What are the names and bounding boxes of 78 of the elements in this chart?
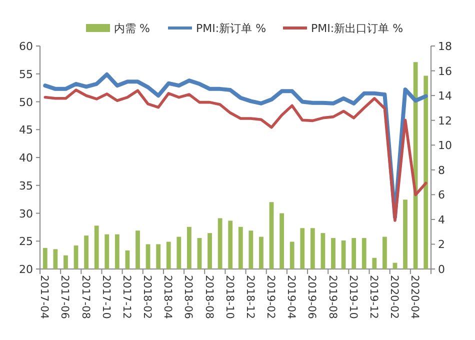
y-tick-label: 35 xyxy=(19,179,33,192)
y-tick-label: 20 xyxy=(19,263,33,276)
x-tick-label: 2017-06 xyxy=(58,275,71,320)
bar xyxy=(310,228,315,269)
y2-tick-label: 10 xyxy=(438,139,452,152)
bar xyxy=(290,242,294,269)
y2-tick-label: 14 xyxy=(438,90,452,103)
bar xyxy=(228,220,233,269)
bar xyxy=(382,236,387,269)
bar xyxy=(280,213,284,269)
bar xyxy=(259,236,264,269)
legend-label: PMI:新订单 % xyxy=(196,22,266,35)
y2-tick-label: 8 xyxy=(438,164,445,177)
bar xyxy=(146,244,150,269)
x-tick-label: 2018-02 xyxy=(141,275,154,319)
x-tick-label: 2018-06 xyxy=(182,275,194,320)
x-tick-label: 2019-02 xyxy=(264,275,277,319)
bar xyxy=(269,202,274,269)
bar xyxy=(413,62,418,269)
x-tick-label: 2018-10 xyxy=(223,275,236,319)
bar xyxy=(238,226,243,269)
y2-tick-label: 4 xyxy=(438,213,445,226)
bar xyxy=(352,238,356,269)
bar xyxy=(53,249,58,269)
y-tick-label: 25 xyxy=(19,235,33,248)
bar xyxy=(320,233,326,269)
bar xyxy=(341,240,346,269)
x-tick-label: 2020-02 xyxy=(388,275,400,319)
bar xyxy=(331,238,336,269)
bar xyxy=(362,238,366,269)
bar xyxy=(74,245,78,269)
x-tick-label: 2019-12 xyxy=(367,275,380,319)
y-tick-label: 60 xyxy=(19,40,33,53)
bar xyxy=(403,200,408,269)
bar xyxy=(114,234,120,269)
x-tick-label: 2019-08 xyxy=(326,275,338,319)
bar xyxy=(125,250,130,269)
x-tick-label: 2019-10 xyxy=(346,275,359,319)
y-tick-label: 55 xyxy=(19,68,33,81)
bar xyxy=(42,248,48,269)
y-tick-label: 50 xyxy=(19,96,33,109)
bar xyxy=(64,255,68,269)
y2-tick-label: 12 xyxy=(438,114,452,128)
x-tick-label: 2019-06 xyxy=(306,275,318,320)
bar xyxy=(176,236,182,269)
x-tick-label: 2017-12 xyxy=(120,275,132,319)
y2-tick-label: 2 xyxy=(438,238,445,252)
bar xyxy=(186,226,192,269)
bar xyxy=(94,226,99,269)
bar xyxy=(84,236,89,269)
bar xyxy=(197,238,202,269)
legend-label: 内需 % xyxy=(114,22,150,35)
y2-tick-label: 16 xyxy=(438,64,452,78)
y-tick-label: 30 xyxy=(19,207,33,220)
bar xyxy=(156,244,161,269)
y2-tick-label: 0 xyxy=(438,263,445,276)
x-tick-label: 2017-04 xyxy=(38,275,50,320)
bar xyxy=(248,230,254,269)
bar xyxy=(218,218,222,269)
x-tick-label: 2017-08 xyxy=(79,275,92,319)
x-tick-label: 2017-10 xyxy=(100,275,112,319)
bar xyxy=(300,228,305,269)
x-tick-label: 2018-08 xyxy=(202,275,215,319)
bar xyxy=(104,234,110,269)
bar xyxy=(208,233,212,269)
x-tick-label: 2020-04 xyxy=(408,275,421,320)
x-tick-label: 2018-12 xyxy=(244,275,256,319)
x-tick-label: 2018-04 xyxy=(162,275,174,320)
bar xyxy=(136,230,140,269)
bar xyxy=(166,242,171,269)
legend-label: PMI:新出口订单 % xyxy=(311,22,404,35)
x-tick-label: 2019-04 xyxy=(285,275,298,320)
bar xyxy=(424,76,428,269)
y2-tick-label: 6 xyxy=(438,188,445,202)
y2-tick-label: 18 xyxy=(438,40,452,53)
bar xyxy=(372,258,377,269)
y-tick-label: 45 xyxy=(19,124,33,137)
y-tick-label: 40 xyxy=(19,152,33,164)
